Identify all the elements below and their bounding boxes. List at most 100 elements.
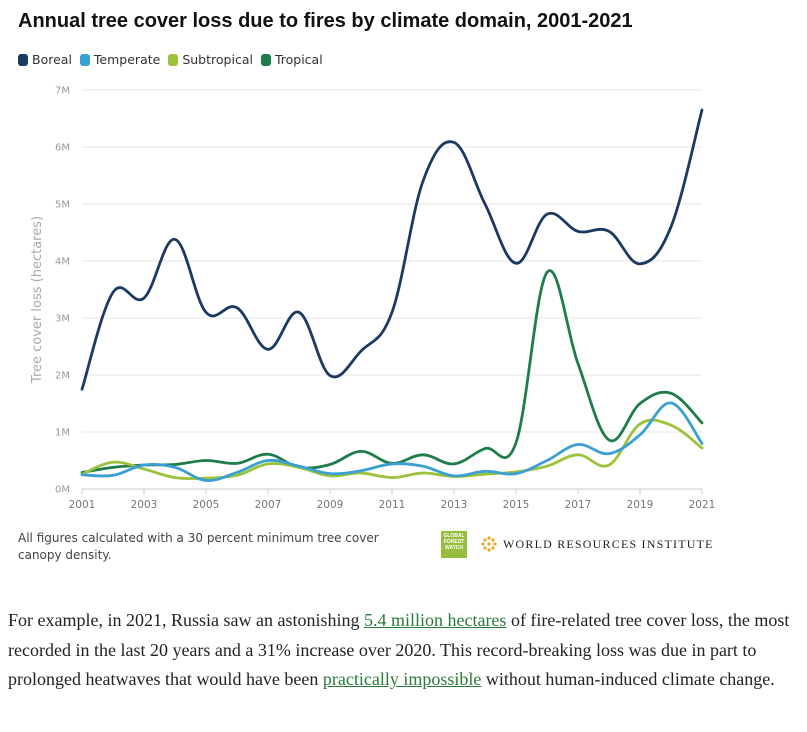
data-point-temperate[interactable] [544, 458, 550, 464]
data-point-tropical[interactable] [327, 461, 333, 467]
data-point-boreal[interactable] [327, 373, 333, 379]
data-point-tropical[interactable] [606, 437, 612, 443]
data-point-subtropical[interactable] [389, 475, 395, 481]
series-lines [79, 107, 705, 483]
data-point-tropical[interactable] [203, 458, 209, 464]
x-tick-label: 2001 [69, 499, 96, 511]
data-point-temperate[interactable] [296, 463, 302, 469]
data-point-boreal[interactable] [389, 309, 395, 315]
global-forest-watch-logo[interactable]: GLOBAL FOREST WATCH [441, 531, 467, 558]
legend-item-temperate[interactable]: Temperate [79, 52, 160, 67]
legend-item-boreal[interactable]: Boreal [18, 52, 72, 67]
link-practically-impossible[interactable]: practically impossible [322, 669, 482, 689]
data-point-boreal[interactable] [172, 236, 178, 242]
x-tick-label: 2021 [689, 499, 716, 511]
wri-logo-text: WORLD RESOURCES INSTITUTE [503, 536, 714, 551]
data-point-subtropical[interactable] [668, 422, 674, 428]
legend-swatch-tropical [260, 53, 271, 66]
data-point-boreal[interactable] [203, 309, 209, 315]
data-point-tropical[interactable] [513, 440, 519, 446]
data-point-subtropical[interactable] [420, 470, 426, 476]
data-point-temperate[interactable] [265, 458, 271, 464]
y-tick-label: 5M [55, 200, 70, 211]
data-point-tropical[interactable] [699, 420, 705, 426]
y-tick-label: 6M [55, 143, 70, 154]
data-point-temperate[interactable] [110, 472, 116, 478]
legend-label-tropical: Tropical [274, 52, 323, 67]
link-5-4-million-hectares[interactable]: 5.4 million hectares [363, 610, 507, 630]
data-point-tropical[interactable] [265, 451, 271, 457]
series-line-temperate[interactable] [80, 401, 704, 482]
data-point-temperate[interactable] [482, 468, 488, 474]
chart-footnote: All figures calculated with a 30 percent… [18, 531, 379, 562]
data-point-subtropical[interactable] [637, 421, 643, 427]
data-point-temperate[interactable] [513, 471, 519, 477]
data-point-boreal[interactable] [606, 228, 612, 234]
data-point-subtropical[interactable] [172, 475, 178, 481]
chart-title: Annual tree cover loss due to fires by c… [18, 10, 633, 32]
chart-legend: Boreal Temperate Subtropical Tropical [18, 52, 323, 67]
data-point-temperate[interactable] [358, 468, 364, 474]
data-point-boreal[interactable] [234, 305, 240, 311]
data-point-boreal[interactable] [265, 346, 271, 352]
data-point-subtropical[interactable] [606, 462, 612, 468]
series-line-tropical[interactable] [80, 269, 704, 474]
data-point-subtropical[interactable] [575, 452, 581, 458]
data-point-tropical[interactable] [544, 269, 550, 275]
data-point-tropical[interactable] [482, 446, 488, 452]
data-point-boreal[interactable] [358, 348, 364, 354]
data-point-temperate[interactable] [203, 477, 209, 483]
data-point-tropical[interactable] [358, 448, 364, 454]
data-point-boreal[interactable] [668, 224, 674, 230]
data-point-temperate[interactable] [451, 473, 457, 479]
data-point-temperate[interactable] [79, 472, 85, 478]
data-point-boreal[interactable] [420, 178, 426, 184]
data-point-subtropical[interactable] [110, 459, 116, 465]
data-point-tropical[interactable] [420, 452, 426, 458]
data-point-subtropical[interactable] [544, 463, 550, 469]
data-point-tropical[interactable] [637, 401, 643, 407]
data-point-boreal[interactable] [637, 261, 643, 267]
legend-swatch-boreal [18, 53, 28, 66]
data-point-temperate[interactable] [699, 440, 705, 446]
data-point-temperate[interactable] [327, 471, 333, 477]
data-point-boreal[interactable] [575, 228, 581, 234]
legend-item-tropical[interactable]: Tropical [260, 52, 323, 67]
data-point-boreal[interactable] [482, 201, 488, 207]
article-paragraph: For example, in 2021, Russia saw an asto… [8, 606, 798, 695]
data-point-tropical[interactable] [234, 460, 240, 466]
x-tick-label: 2013 [441, 499, 468, 511]
legend-swatch-temperate [79, 53, 90, 66]
gfw-logo-line: GLOBAL [443, 533, 465, 539]
legend-label-boreal: Boreal [32, 52, 72, 67]
data-point-boreal[interactable] [296, 309, 302, 315]
data-point-temperate[interactable] [389, 461, 395, 467]
wri-logo[interactable]: WORLD RESOURCES INSTITUTE [481, 536, 714, 552]
data-point-temperate[interactable] [606, 451, 612, 457]
data-point-temperate[interactable] [420, 463, 426, 469]
x-tick-label: 2003 [131, 499, 158, 511]
x-tick-label: 2019 [627, 499, 654, 511]
data-point-boreal[interactable] [544, 211, 550, 217]
data-point-temperate[interactable] [141, 462, 147, 468]
series-line-subtropical[interactable] [80, 418, 704, 481]
legend-item-subtropical[interactable]: Subtropical [168, 52, 253, 67]
series-line-boreal[interactable] [80, 108, 704, 391]
data-point-boreal[interactable] [699, 107, 705, 113]
data-point-boreal[interactable] [110, 289, 116, 295]
data-point-boreal[interactable] [141, 295, 147, 301]
series-points-subtropical [79, 421, 705, 481]
data-point-boreal[interactable] [451, 139, 457, 145]
data-point-tropical[interactable] [575, 361, 581, 367]
data-point-temperate[interactable] [234, 469, 240, 475]
data-point-tropical[interactable] [668, 390, 674, 396]
data-point-boreal[interactable] [513, 260, 519, 266]
data-point-tropical[interactable] [451, 461, 457, 467]
data-point-boreal[interactable] [79, 386, 85, 392]
data-point-tropical[interactable] [110, 464, 116, 470]
data-point-temperate[interactable] [668, 400, 674, 406]
y-tick-label: 2M [55, 371, 70, 382]
data-point-temperate[interactable] [637, 432, 643, 438]
data-point-temperate[interactable] [575, 442, 581, 448]
data-point-temperate[interactable] [172, 464, 178, 470]
